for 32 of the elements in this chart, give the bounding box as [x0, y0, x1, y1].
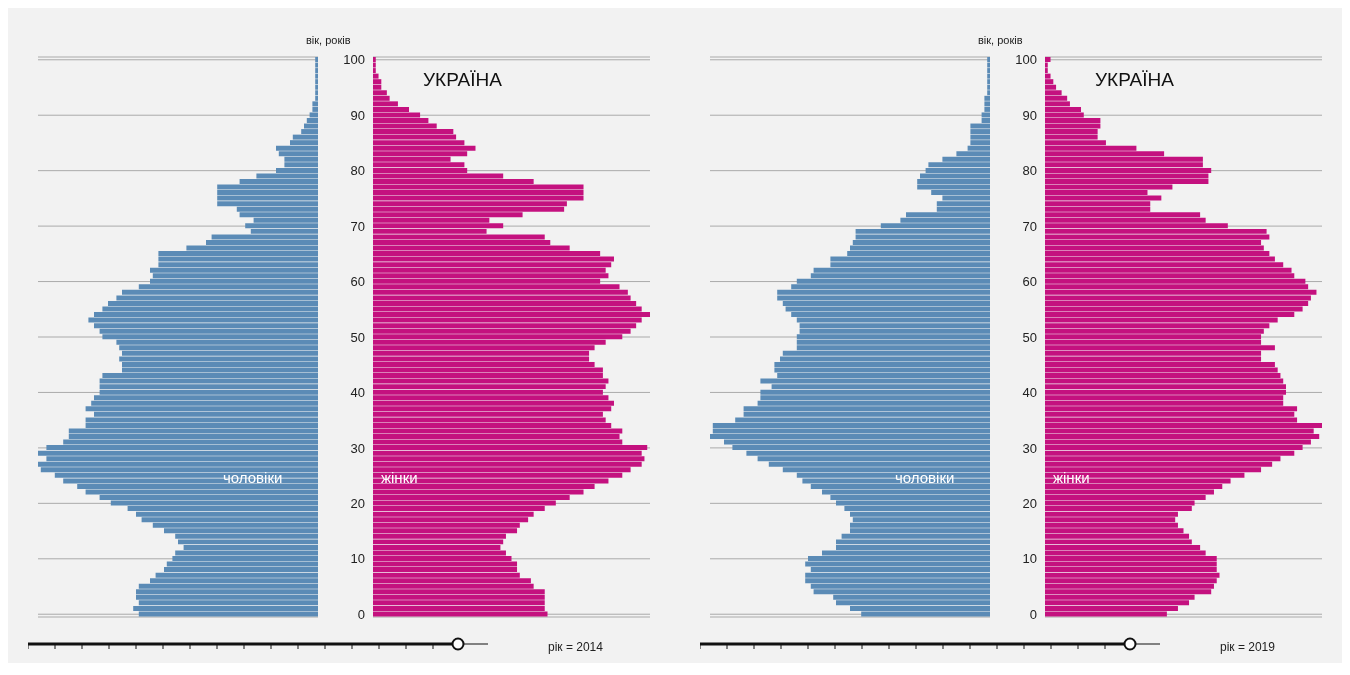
- y-tick-label: 0: [357, 606, 365, 622]
- series-label: чоловіки: [223, 468, 283, 486]
- y-tick-label: 60: [1022, 274, 1037, 290]
- y-tick-label: 40: [350, 385, 365, 401]
- y-axis-title: вік, років: [978, 34, 1023, 46]
- text: УКРАЇНА: [423, 69, 502, 92]
- y-tick-label: 20: [1022, 495, 1037, 511]
- y-tick-label: 20: [350, 495, 365, 511]
- y-tick-label: 90: [350, 107, 365, 123]
- series-label: чоловіки: [895, 468, 955, 486]
- y-tick-label: 80: [1022, 163, 1037, 179]
- text: УКРАЇНА: [1095, 69, 1174, 92]
- y-tick-label: 10: [1022, 551, 1037, 567]
- y-tick-label: 30: [1022, 440, 1037, 456]
- series-label: жінки: [1053, 468, 1090, 486]
- y-tick-label: 60: [350, 274, 365, 290]
- y-tick-label: 100: [343, 52, 365, 68]
- y-tick-label: 90: [1022, 107, 1037, 123]
- y-tick-label: 50: [350, 329, 365, 345]
- series-label: жінки: [381, 468, 418, 486]
- y-tick-label: 50: [1022, 329, 1037, 345]
- y-tick-label: 0: [1029, 606, 1037, 622]
- text: рік = 2014: [548, 640, 603, 654]
- y-tick-label: 10: [350, 551, 365, 567]
- text: рік = 2019: [1220, 640, 1275, 654]
- y-tick-label: 70: [1022, 218, 1037, 234]
- y-tick-label: 100: [1015, 52, 1037, 68]
- y-axis-title: вік, років: [306, 34, 351, 46]
- y-tick-label: 30: [350, 440, 365, 456]
- y-tick-label: 80: [350, 163, 365, 179]
- y-tick-label: 70: [350, 218, 365, 234]
- y-tick-label: 40: [1022, 385, 1037, 401]
